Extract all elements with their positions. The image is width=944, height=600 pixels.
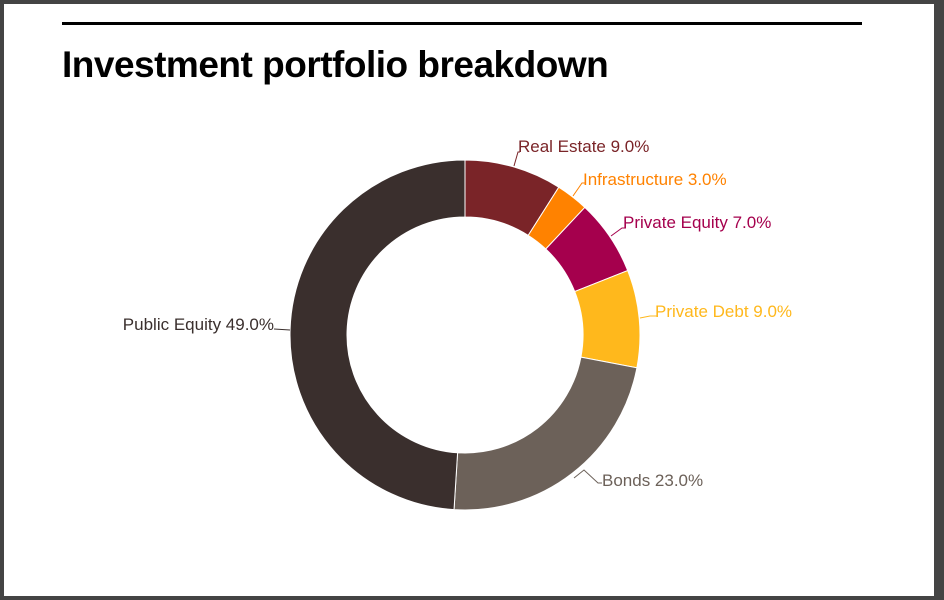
leader-real-estate — [513, 151, 520, 167]
slice-public-equity[interactable] — [289, 159, 466, 511]
label-private-equity: Private Equity 7.0% — [623, 213, 771, 232]
leader-private-equity — [610, 227, 626, 237]
label-real-estate: Real Estate 9.0% — [518, 137, 649, 156]
leader-private-debt — [639, 315, 657, 319]
donut-slices — [289, 159, 641, 511]
leader-infrastructure — [572, 182, 586, 197]
leader-public-equity — [273, 328, 291, 331]
page-title: Investment portfolio breakdown — [62, 44, 609, 85]
label-bonds: Bonds 23.0% — [602, 471, 703, 490]
label-public-equity: Public Equity 49.0% — [123, 315, 274, 334]
label-private-debt: Private Debt 9.0% — [655, 302, 792, 321]
label-infrastructure: Infrastructure 3.0% — [583, 170, 727, 189]
leader-bonds — [573, 469, 602, 484]
top-rule — [62, 22, 862, 25]
leader-lines — [273, 151, 657, 484]
